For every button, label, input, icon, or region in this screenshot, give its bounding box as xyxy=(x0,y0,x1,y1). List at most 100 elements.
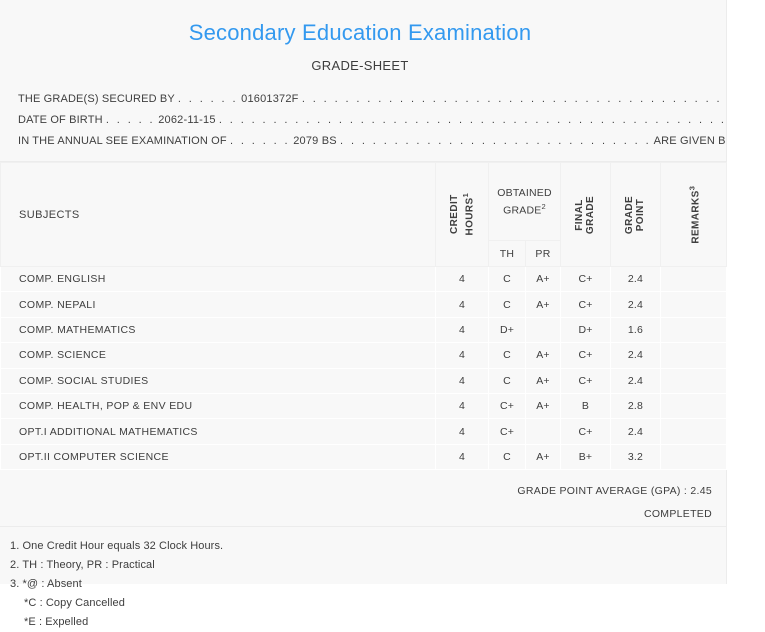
cell-remarks xyxy=(660,265,727,293)
col-header-subjects: SUBJECTS xyxy=(0,162,436,267)
info-line-grades-secured: THE GRADE(S) SECURED BY . . . . . . 0160… xyxy=(0,89,726,110)
info-suffix-are-given-below: ARE GIVEN BELOW . . . xyxy=(653,135,726,147)
cell-subject: COMP. SOCIAL STUDIES xyxy=(0,367,436,394)
table-row: COMP. SCIENCE 4 C A+ C+ 2.4 xyxy=(0,342,727,369)
cell-credit-hours: 4 xyxy=(435,392,489,420)
col-header-credit-hours-label: CREDIT HOURS1 xyxy=(448,193,476,236)
cell-credit-hours: 4 xyxy=(435,367,489,394)
info-dots-lead-2: . . . . . . xyxy=(229,135,290,147)
footnote-ref-1: 1 xyxy=(460,193,470,198)
cell-subject: COMP. NEPALI xyxy=(0,291,436,318)
cell-final-grade: C+ xyxy=(560,418,611,445)
cell-remarks xyxy=(660,342,727,369)
info-label-exam-year: IN THE ANNUAL SEE EXAMINATION OF xyxy=(18,135,227,147)
grade-table: SUBJECTS CREDIT HOURS1 OBTAINED GRADE2 FIN… xyxy=(0,162,727,471)
cell-practical-grade: A+ xyxy=(525,443,561,471)
cell-subject: COMP. ENGLISH xyxy=(0,265,436,293)
col-header-obtained-grade: OBTAINED GRADE2 xyxy=(488,162,561,241)
col-header-obtained-grade-label: OBTAINED GRADE2 xyxy=(497,187,552,217)
cell-remarks xyxy=(660,418,727,445)
grade-table-head: SUBJECTS CREDIT HOURS1 OBTAINED GRADE2 FIN… xyxy=(0,162,727,267)
table-row: COMP. ENGLISH 4 C A+ C+ 2.4 xyxy=(0,265,727,293)
cell-credit-hours: 4 xyxy=(435,342,489,369)
col-header-remarks: REMARKS3 xyxy=(660,162,727,267)
footnote-ref-3: 3 xyxy=(686,185,696,191)
info-label-date-of-birth: DATE OF BIRTH xyxy=(18,114,103,126)
cell-final-grade: C+ xyxy=(560,342,611,369)
info-dots-trail-0: . . . . . . . . . . . . . . . . . . . . … xyxy=(301,93,726,105)
cell-remarks xyxy=(660,316,727,344)
cell-grade-point: 2.4 xyxy=(610,367,661,394)
cell-final-grade: C+ xyxy=(560,265,611,293)
footnote-ref-2: 2 xyxy=(541,202,546,212)
col-header-grade-point: GRADE POINT xyxy=(610,162,661,267)
cell-final-grade: D+ xyxy=(560,316,611,344)
cell-final-grade: B+ xyxy=(560,443,611,471)
footnote-item: 2. TH : Theory, PR : Practical xyxy=(10,559,155,572)
table-row: COMP. HEALTH, POP & ENV EDU 4 C+ A+ B 2.8 xyxy=(0,392,727,420)
page-title: Secondary Education Examination xyxy=(188,20,532,45)
status-badge: COMPLETED xyxy=(643,508,712,521)
cell-theory-grade: C xyxy=(488,443,526,471)
gpa-line: GRADE POINT AVERAGE (GPA) : 2.45 xyxy=(517,485,712,498)
footnote-item: 1. One Credit Hour equals 32 Clock Hours… xyxy=(10,540,224,553)
cell-subject: COMP. SCIENCE xyxy=(0,342,436,369)
cell-remarks xyxy=(660,443,727,471)
cell-grade-point: 3.2 xyxy=(610,443,661,471)
cell-theory-grade: C xyxy=(488,265,526,293)
cell-credit-hours: 4 xyxy=(435,443,489,471)
col-header-credit-hours: CREDIT HOURS1 xyxy=(435,162,489,267)
cell-subject: COMP. HEALTH, POP & ENV EDU xyxy=(0,392,436,420)
cell-remarks xyxy=(660,367,727,394)
grade-table-body: COMP. ENGLISH 4 C A+ C+ 2.4 COMP. NEPALI 4 C A+ C+… xyxy=(0,265,727,471)
cell-practical-grade xyxy=(525,418,561,445)
footnote-item: 3. *@ : Absent xyxy=(10,578,82,591)
info-value-exam-year: 2079 BS xyxy=(293,135,337,147)
cell-remarks xyxy=(660,291,727,318)
col-header-final-grade-label: FINAL GRADE xyxy=(574,195,597,234)
cell-practical-grade: A+ xyxy=(525,342,561,369)
table-row: OPT.II COMPUTER SCIENCE 4 C A+ B+ 3.2 xyxy=(0,443,727,471)
summary-block: GRADE POINT AVERAGE (GPA) : 2.45 COMPLET… xyxy=(0,470,726,528)
cell-grade-point: 2.4 xyxy=(610,265,661,293)
cell-grade-point: 2.4 xyxy=(610,291,661,318)
cell-practical-grade xyxy=(525,316,561,344)
header-row-main: SUBJECTS CREDIT HOURS1 OBTAINED GRADE2 FIN… xyxy=(0,162,727,267)
info-line-date-of-birth: DATE OF BIRTH . . . . . 2062-11-15 . . .… xyxy=(0,110,726,131)
table-row: OPT.I ADDITIONAL MATHEMATICS 4 C+ C+ 2.4 xyxy=(0,418,727,445)
cell-grade-point: 2.8 xyxy=(610,392,661,420)
cell-credit-hours: 4 xyxy=(435,265,489,293)
cell-theory-grade: C xyxy=(488,291,526,318)
cell-grade-point: 1.6 xyxy=(610,316,661,344)
cell-practical-grade: A+ xyxy=(525,392,561,420)
cell-theory-grade: C+ xyxy=(488,418,526,445)
cell-practical-grade: A+ xyxy=(525,291,561,318)
cell-theory-grade: C xyxy=(488,342,526,369)
col-header-practical: PR xyxy=(525,240,561,267)
table-row: COMP. NEPALI 4 C A+ C+ 2.4 xyxy=(0,291,727,318)
col-header-final-grade: FINAL GRADE xyxy=(560,162,611,267)
footnotes-list: 1. One Credit Hour equals 32 Clock Hours… xyxy=(0,527,726,632)
cell-final-grade: B xyxy=(560,392,611,420)
cell-final-grade: C+ xyxy=(560,367,611,394)
info-dots-lead-1: . . . . . xyxy=(105,114,155,126)
student-info-block: THE GRADE(S) SECURED BY . . . . . . 0160… xyxy=(0,89,726,152)
table-row: COMP. MATHEMATICS 4 D+ D+ 1.6 xyxy=(0,316,727,344)
col-header-grade-point-label: GRADE POINT xyxy=(624,195,647,234)
info-value-date-of-birth: 2062-11-15 xyxy=(158,114,216,126)
page-subtitle: GRADE-SHEET xyxy=(311,58,409,73)
grade-table-wrapper: SUBJECTS CREDIT HOURS1 OBTAINED GRADE2 FIN… xyxy=(0,161,727,471)
info-line-exam-year: IN THE ANNUAL SEE EXAMINATION OF . . . .… xyxy=(0,131,726,152)
table-row: COMP. SOCIAL STUDIES 4 C A+ C+ 2.4 xyxy=(0,367,727,394)
summary-spacer xyxy=(0,470,719,480)
col-header-theory: TH xyxy=(488,240,526,267)
footnote-item: *E : Expelled xyxy=(24,616,89,629)
info-value-symbol-number: 01601372F xyxy=(241,93,299,105)
info-label-grades-secured: THE GRADE(S) SECURED BY xyxy=(18,93,175,105)
cell-theory-grade: C+ xyxy=(488,392,526,420)
cell-theory-grade: D+ xyxy=(488,316,526,344)
info-dots-trail-2: . . . . . . . . . . . . . . . . . . . . … xyxy=(340,135,652,147)
cell-final-grade: C+ xyxy=(560,291,611,318)
cell-subject: OPT.I ADDITIONAL MATHEMATICS xyxy=(0,418,436,445)
grade-sheet-document: Secondary Education Examination GRADE-SH… xyxy=(0,0,727,628)
